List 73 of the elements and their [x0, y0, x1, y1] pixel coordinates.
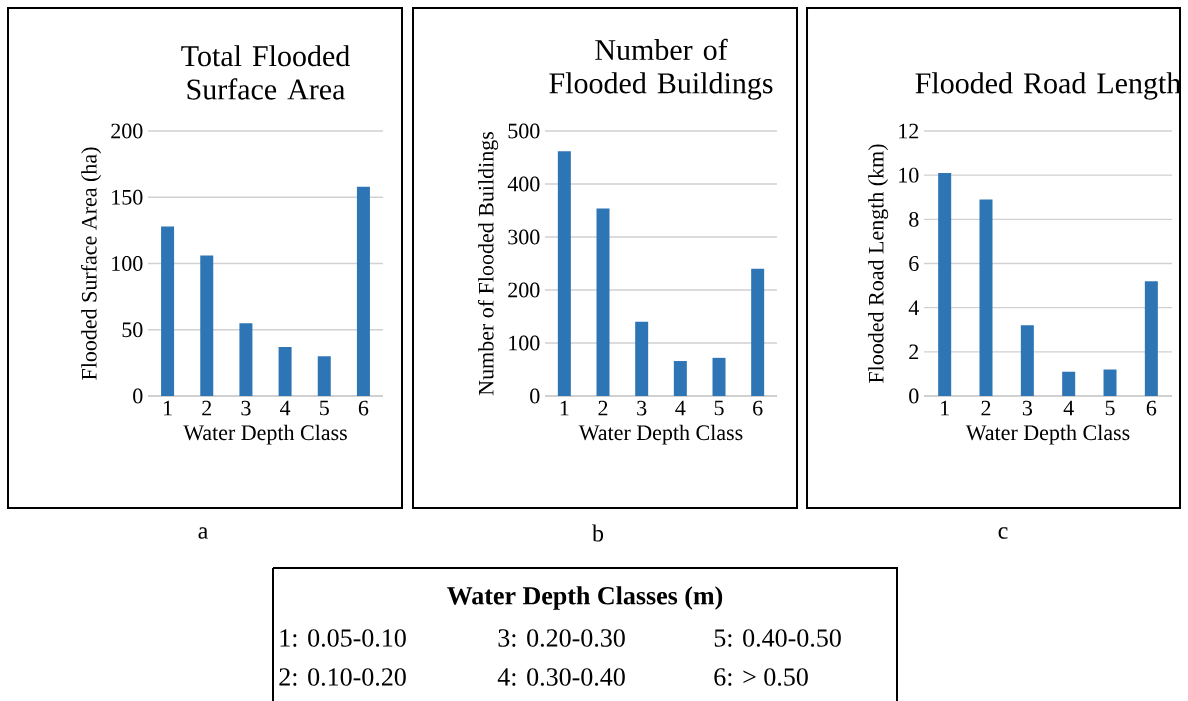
bar: [161, 226, 175, 397]
y-tick-label: 0: [133, 388, 143, 404]
text: 6: > 0.50: [714, 668, 808, 686]
y-tick-label: 100: [112, 256, 143, 271]
bar: [712, 357, 726, 397]
bar: [1103, 369, 1117, 397]
bar: [1020, 325, 1034, 397]
bar: [1062, 371, 1076, 397]
y-tick-label: 0: [909, 388, 919, 404]
y-tick-label: 300: [508, 229, 540, 245]
bar: [979, 199, 993, 397]
x-tick-label: 3: [1022, 400, 1032, 416]
bar: [239, 323, 253, 397]
x-tick-label: 6: [1146, 400, 1157, 416]
bar: [751, 268, 765, 397]
y-tick-label: 100: [509, 335, 540, 351]
y-tick-label: 500: [508, 123, 540, 139]
chart-title: Number of Flooded Buildings: [549, 38, 773, 100]
y-tick-label: 150: [112, 189, 143, 205]
x-tick-label: 4: [675, 400, 686, 416]
y-tick-label: 12: [899, 123, 919, 139]
y-tick-label: 200: [111, 123, 143, 139]
x-tick-label: 1: [560, 400, 569, 416]
x-tick-label: 3: [637, 400, 647, 416]
bar: [200, 255, 214, 397]
y-tick-label: 200: [508, 282, 540, 298]
text: 3: 0.20-0.30: [498, 629, 625, 647]
y-tick-label: 2: [909, 344, 919, 360]
chart-title: Flooded Road Length: [915, 72, 1181, 100]
x-tick-label: 2: [981, 400, 991, 416]
x-axis-title: Water Depth Class: [965, 424, 1130, 445]
bar: [635, 321, 649, 397]
x-axis-title: Water Depth Class: [578, 424, 743, 445]
bar: [938, 172, 952, 397]
y-axis-title: Flooded Road Length (km): [868, 144, 889, 383]
y-axis-title: Number of Flooded Buildings: [477, 132, 499, 396]
chart-title: Total Flooded Surface Area: [181, 45, 350, 100]
text: 5: 0.40-0.50: [714, 629, 841, 647]
bar: [1144, 281, 1158, 397]
x-tick-label: 4: [280, 400, 291, 416]
x-tick-label: 1: [164, 400, 172, 416]
x-tick-label: 5: [714, 400, 724, 416]
text: 2: 0.10-0.20: [279, 668, 406, 686]
y-tick-label: 10: [899, 167, 919, 183]
x-tick-label: 5: [1105, 400, 1115, 416]
text: a: [198, 527, 209, 539]
bar: [596, 208, 610, 397]
x-tick-label: 6: [358, 400, 369, 416]
text: b: [592, 524, 604, 542]
y-tick-label: 4: [908, 300, 919, 315]
x-tick-label: 3: [241, 400, 251, 416]
text: Water Depth Classes (m): [447, 586, 723, 610]
x-tick-label: 5: [320, 400, 329, 416]
x-tick-label: 2: [598, 400, 608, 416]
x-tick-label: 2: [202, 400, 212, 416]
text: 1: 0.05-0.10: [280, 629, 406, 647]
x-tick-label: 6: [753, 400, 763, 416]
y-tick-label: 8: [909, 211, 919, 227]
bar: [557, 151, 571, 397]
bar: [673, 361, 687, 397]
x-tick-label: 4: [1063, 400, 1074, 416]
y-axis-title: Flooded Surface Area (ha): [80, 147, 102, 380]
x-axis-title: Water Depth Class: [183, 424, 347, 445]
bar: [356, 186, 370, 397]
text: c: [998, 527, 1008, 539]
x-tick-label: 1: [941, 400, 949, 416]
bar: [317, 356, 331, 397]
bar: [278, 346, 292, 397]
text: 4: 0.30-0.40: [497, 668, 625, 686]
y-tick-label: 0: [530, 388, 540, 404]
y-tick-label: 50: [122, 322, 143, 338]
y-tick-label: 400: [507, 176, 540, 192]
y-tick-label: 6: [909, 256, 919, 271]
